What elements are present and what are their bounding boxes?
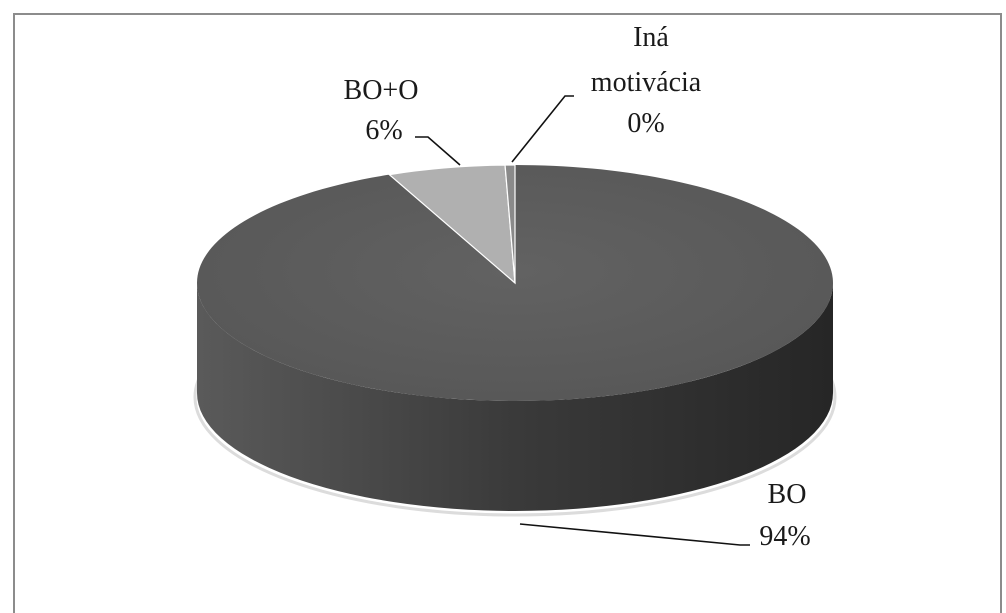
label-bo-value: 94%	[759, 521, 810, 552]
label-boo-name: BO+O	[344, 75, 419, 106]
pie-slice-boo	[387, 164, 516, 285]
pie-side-wall	[197, 283, 833, 511]
leader-line-bo	[519, 523, 750, 546]
label-boo-value: 6%	[365, 115, 402, 146]
leader-line-boo	[415, 136, 461, 166]
leader-line-other	[511, 95, 574, 163]
pie-slice-other	[504, 164, 516, 284]
label-other-value: 0%	[627, 108, 664, 139]
label-bo-name: BO	[768, 479, 807, 510]
label-other-line1: Iná	[633, 22, 669, 53]
label-other-line2: motivácia	[591, 67, 702, 98]
